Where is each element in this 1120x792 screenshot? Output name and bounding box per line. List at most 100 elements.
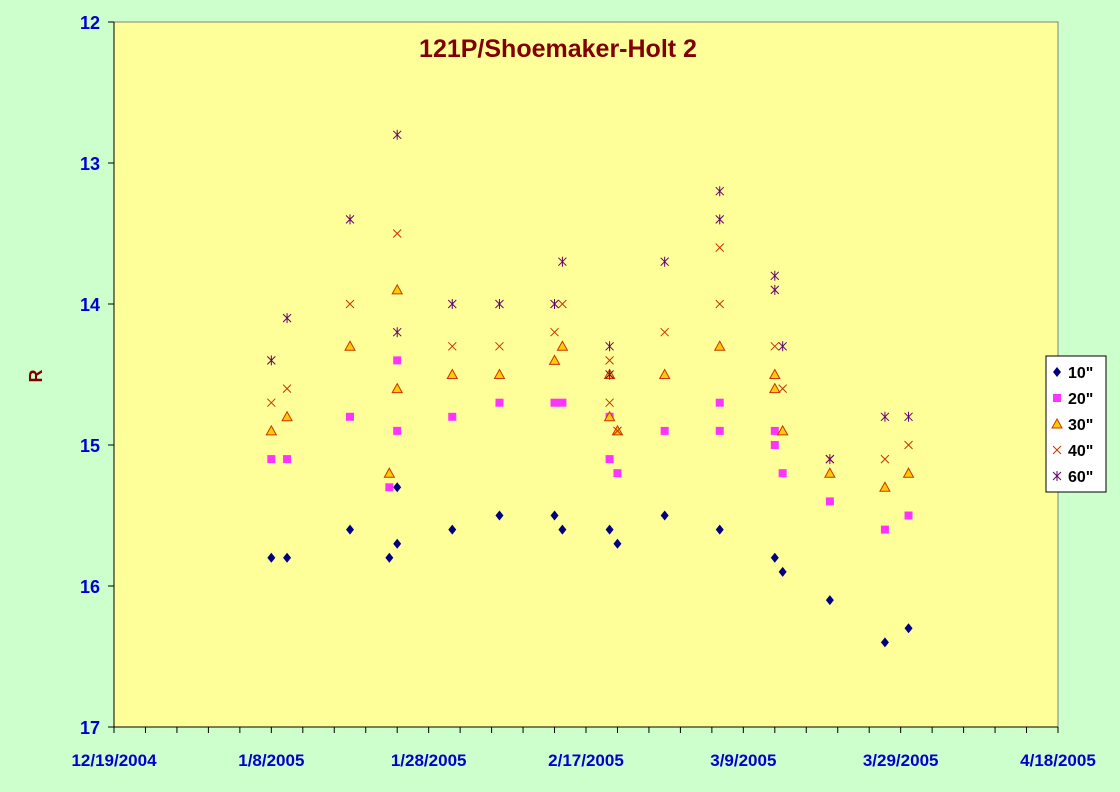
data-point: [550, 398, 559, 407]
square-shape: [715, 426, 724, 435]
data-point: [495, 398, 504, 407]
data-point: [879, 481, 891, 492]
data-point: [904, 511, 913, 520]
data-point: [385, 483, 394, 492]
x-tick-label: 1/8/2005: [238, 751, 304, 770]
x-tick-label: 1/28/2005: [391, 751, 467, 770]
square-shape: [778, 469, 787, 478]
data-point: [880, 637, 889, 648]
x-shape: [266, 398, 276, 408]
square-shape: [495, 398, 504, 407]
legend-label: 20": [1068, 391, 1093, 408]
triangle-shape: [776, 424, 789, 436]
x-shape: [1052, 445, 1062, 455]
diamond-shape: [1053, 367, 1061, 377]
x-shape: [904, 440, 913, 450]
data-point: [558, 299, 567, 309]
data-point: [393, 426, 402, 435]
diamond-shape: [385, 552, 394, 563]
star-shape: [605, 341, 614, 352]
data-point: [392, 229, 402, 238]
star-shape: [715, 186, 725, 197]
x-tick-label: 2/17/2005: [548, 751, 624, 770]
data-point: [344, 340, 356, 351]
data-point: [715, 524, 724, 535]
square-shape: [385, 483, 394, 492]
data-point: [768, 368, 781, 379]
legend-item: 10": [1053, 365, 1093, 382]
diamond-shape: [393, 538, 402, 549]
data-point: [345, 299, 355, 309]
data-point: [713, 340, 726, 351]
data-point: [715, 398, 724, 407]
data-point: [556, 340, 569, 351]
data-point: [904, 623, 913, 634]
x-shape: [778, 384, 788, 393]
star-shape: [345, 214, 355, 225]
data-point: [613, 426, 622, 436]
legend: 10" 20" 30" 40" 60": [1045, 355, 1107, 493]
x-shape: [880, 454, 890, 464]
diamond-shape: [613, 538, 622, 549]
square-shape: [660, 426, 669, 435]
legend-item: 20": [1053, 391, 1093, 408]
star-shape: [605, 369, 614, 380]
triangle-shape: [383, 467, 396, 478]
diamond-shape: [393, 482, 402, 493]
data-point: [770, 552, 779, 563]
star-shape: [392, 327, 402, 338]
triangle-shape: [879, 481, 891, 492]
data-point: [770, 441, 779, 449]
data-point: [880, 454, 890, 464]
y-tick-label: 17: [80, 718, 100, 738]
triangle-shape: [824, 467, 836, 478]
square-shape: [613, 469, 622, 478]
star-shape: [550, 299, 559, 309]
data-point: [778, 566, 787, 577]
data-point: [658, 368, 671, 379]
square-shape: [448, 412, 457, 421]
data-point: [393, 482, 402, 493]
diamond-shape: [495, 510, 504, 521]
x-shape: [550, 327, 559, 337]
data-point: [266, 355, 276, 366]
square-shape: [904, 511, 913, 520]
data-point: [824, 467, 836, 478]
data-point: [902, 467, 915, 478]
data-point: [825, 454, 835, 465]
square-shape: [346, 412, 354, 421]
square-shape: [550, 398, 559, 407]
legend-marker: [1053, 394, 1061, 402]
y-tick-label: 12: [80, 13, 100, 33]
data-point: [605, 524, 614, 535]
diamond-shape: [825, 595, 834, 606]
square-shape: [880, 525, 889, 534]
data-point: [770, 284, 780, 295]
square-shape: [1053, 394, 1061, 402]
data-point: [603, 410, 616, 422]
data-point: [825, 497, 834, 506]
data-point: [904, 440, 913, 450]
data-point: [715, 299, 725, 309]
square-shape: [267, 455, 276, 464]
legend-item: 30": [1051, 417, 1093, 434]
triangle-shape: [658, 368, 671, 379]
x-shape: [282, 384, 292, 393]
data-point: [660, 510, 669, 521]
square-shape: [715, 398, 724, 407]
diamond-shape: [605, 524, 614, 535]
data-point: [346, 412, 354, 421]
square-shape: [393, 356, 402, 365]
data-point: [770, 270, 780, 281]
triangle-shape: [603, 410, 616, 422]
data-point: [558, 256, 567, 267]
data-point: [605, 356, 614, 365]
data-point: [715, 214, 725, 225]
data-point: [391, 382, 404, 394]
diamond-shape: [660, 510, 669, 521]
triangle-shape: [548, 354, 561, 365]
data-point: [282, 384, 292, 393]
triangle-shape: [556, 340, 569, 351]
diamond-shape: [550, 510, 559, 521]
data-point: [392, 327, 402, 338]
